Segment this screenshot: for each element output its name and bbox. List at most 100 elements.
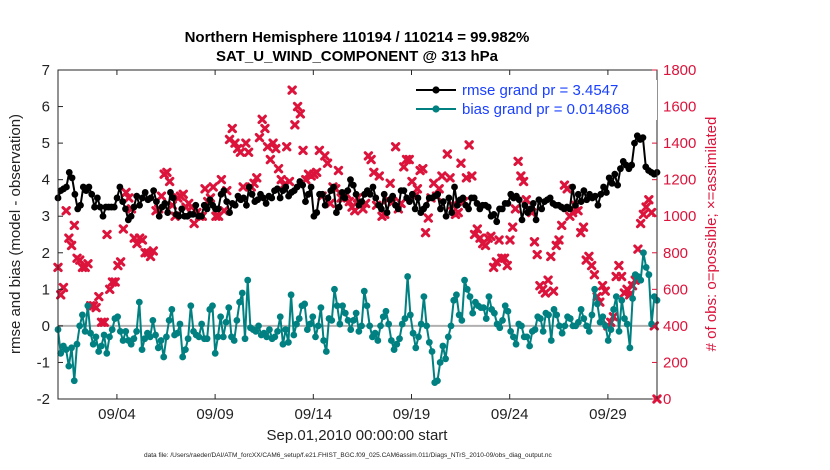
bias-point: [618, 296, 626, 304]
obs-assimilated-marker: [488, 262, 499, 273]
bias-point: [320, 337, 328, 344]
bias-point: [556, 322, 563, 330]
bias-point: [312, 333, 319, 341]
bias-point: [295, 315, 303, 322]
bias-point: [423, 322, 431, 330]
obs-assimilated-marker: [546, 251, 556, 262]
bias-point: [602, 322, 609, 330]
bias-point: [89, 340, 97, 348]
bias-point: [629, 295, 637, 302]
x-tick-label: 09/14: [295, 406, 333, 423]
obs-assimilated-marker: [600, 286, 610, 296]
rmse-point: [189, 210, 197, 218]
bias-point: [70, 377, 78, 385]
obs-assimilated-marker: [499, 253, 510, 263]
rmse-point: [591, 192, 599, 200]
bias-point: [358, 322, 365, 330]
bias-point: [317, 304, 325, 312]
rmse-point: [347, 176, 354, 184]
bias-point: [122, 327, 130, 335]
left-tick-label: 0: [42, 318, 50, 335]
bias-point: [615, 327, 623, 335]
rmse-point: [580, 187, 588, 195]
bias-point: [550, 306, 558, 313]
rmse-point: [214, 205, 222, 213]
rmse-point: [453, 201, 461, 209]
bias-point: [507, 327, 515, 335]
rmse-point: [254, 196, 262, 204]
bias-point: [203, 335, 211, 343]
rmse-point: [206, 196, 214, 204]
obs-assimilated-marker: [540, 288, 551, 298]
bias-point: [127, 340, 135, 348]
rmse-point: [411, 205, 419, 213]
bias-point: [76, 322, 84, 330]
bias-point: [130, 335, 138, 343]
rmse-point: [307, 183, 315, 191]
bias-point: [512, 340, 520, 348]
bias-point: [173, 329, 181, 337]
bias-point: [163, 333, 170, 341]
rmse-point: [493, 218, 501, 226]
rmse-point: [349, 181, 357, 189]
obs-assimilated-marker: [480, 240, 491, 251]
obs-assimilated-marker: [271, 143, 281, 154]
obs-assimilated-marker: [437, 171, 447, 181]
obs-assimilated-marker: [418, 164, 428, 174]
obs-assimilated-marker: [298, 145, 308, 156]
bias-point: [436, 359, 444, 366]
rmse-point: [155, 212, 163, 220]
obs-assimilated-marker: [115, 257, 126, 267]
right-tick-label: 600: [663, 281, 688, 298]
bias-point: [523, 333, 531, 341]
bias-point: [211, 349, 219, 357]
rmse-point: [597, 190, 605, 198]
bias-point: [119, 337, 127, 344]
obs-assimilated-marker: [399, 162, 409, 172]
rmse-point: [566, 205, 574, 213]
obs-assimilated-marker: [320, 151, 330, 161]
legend-bias-marker: [432, 105, 440, 113]
rmse-point: [639, 134, 647, 142]
bias-point: [566, 315, 574, 322]
bias-point: [455, 311, 463, 319]
rmse-point: [304, 190, 312, 198]
obs-assimilated-marker: [518, 176, 529, 187]
rmse-point: [614, 181, 622, 189]
rmse-point: [113, 194, 121, 202]
obs-assimilated-marker: [254, 132, 265, 143]
rmse-point: [122, 205, 129, 213]
bias-point: [306, 320, 314, 328]
rmse-point: [465, 205, 472, 213]
bias-point: [282, 326, 290, 333]
rmse-point: [147, 194, 155, 202]
right-tick-label: 1800: [663, 62, 696, 79]
bias-point: [417, 320, 425, 328]
rmse-point: [313, 209, 321, 216]
bias-point: [385, 320, 393, 328]
bias-point: [195, 333, 203, 341]
rmse-point: [330, 183, 337, 191]
obs-assimilated-marker: [287, 85, 297, 95]
rmse-point: [437, 205, 444, 213]
obs-assimilated-marker: [145, 251, 156, 262]
bias-point: [230, 337, 238, 344]
obs-assimilated-marker: [502, 260, 512, 271]
rmse-point: [594, 201, 602, 209]
bias-point: [607, 326, 615, 333]
bias-point: [404, 273, 412, 280]
rmse-point: [231, 201, 239, 209]
obs-assimilated-marker: [235, 147, 246, 157]
obs-assimilated-marker: [445, 173, 455, 183]
bias-point: [176, 320, 184, 328]
bias-point: [352, 309, 360, 317]
bias-point: [287, 291, 295, 299]
rmse-point: [532, 216, 540, 224]
rmse-point: [577, 198, 585, 206]
rmse-point: [341, 194, 349, 202]
bias-point: [266, 326, 273, 333]
rmse-point: [504, 200, 512, 207]
rmse-point: [178, 205, 186, 213]
bias-point: [453, 291, 460, 299]
obs-assimilated-marker: [597, 280, 608, 291]
